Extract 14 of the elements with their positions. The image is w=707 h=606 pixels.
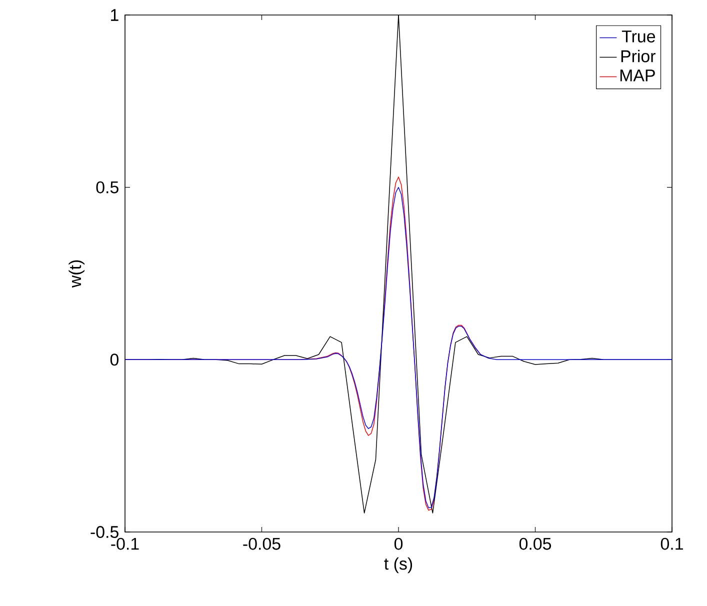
x-tick-label: -0.1: [111, 538, 139, 550]
y-tick-label: 1: [111, 9, 118, 21]
x-tick-label: 0.05: [519, 538, 552, 550]
legend-label: True: [622, 30, 656, 42]
x-axis-title: t (s): [384, 557, 412, 574]
legend-label: MAP: [620, 70, 655, 82]
legend-label: Prior: [621, 50, 656, 62]
y-axis-title: w(t): [68, 260, 84, 288]
y-tick-label: -0.5: [90, 526, 118, 538]
x-tick-label: -0.05: [243, 538, 280, 550]
y-tick-label: 0.5: [96, 181, 118, 194]
x-tick-label: 0.1: [660, 538, 683, 550]
x-tick-label: 0: [394, 538, 403, 550]
y-tick-label: 0: [110, 354, 118, 366]
